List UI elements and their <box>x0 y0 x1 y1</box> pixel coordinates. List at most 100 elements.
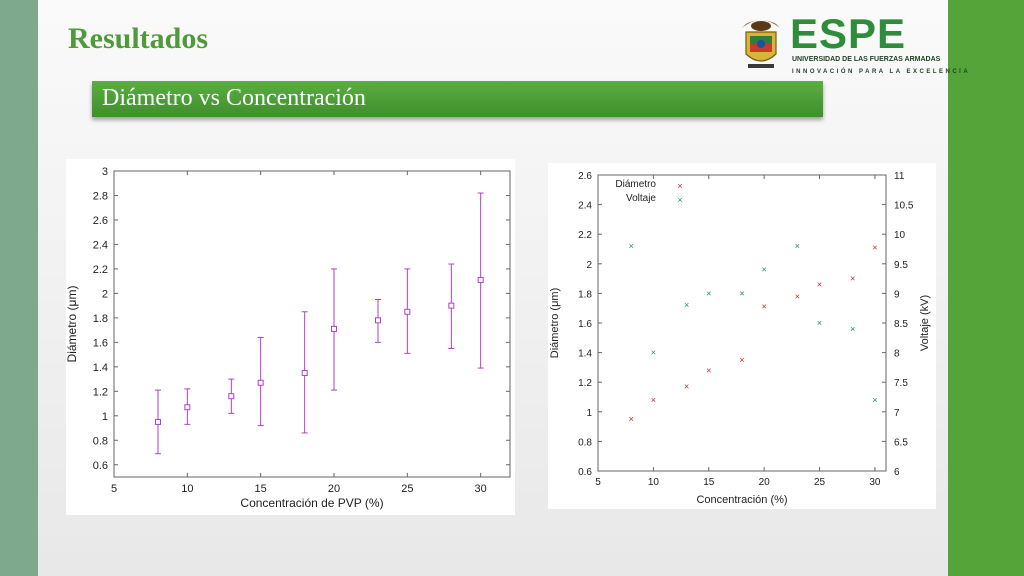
x-tick-label: 15 <box>703 477 715 488</box>
x-tick-label: 10 <box>181 483 193 495</box>
data-point <box>301 369 308 376</box>
logo-wordmark: ESPE <box>790 10 907 57</box>
slide-title: Resultados <box>68 22 209 55</box>
y-tick-label: 2 <box>102 288 108 300</box>
section-banner: Diámetro vs Concentración <box>92 81 823 117</box>
data-point-voltaje: × <box>762 265 767 275</box>
banner-title: Diámetro vs Concentración <box>102 85 366 111</box>
x-tick-label: 20 <box>759 477 771 488</box>
y2-tick-label: 8.5 <box>894 319 908 330</box>
y2-tick-label: 9.5 <box>894 260 908 271</box>
legend-marker: × <box>677 181 682 191</box>
y-tick-label: 2.2 <box>578 230 592 241</box>
y2-tick-label: 9 <box>894 289 900 300</box>
legend-label: Diámetro <box>615 179 656 190</box>
y-axis-label: Diámetro (μm) <box>549 288 561 359</box>
data-point <box>375 317 381 324</box>
data-point <box>404 308 411 315</box>
x-axis-label: Concentración (%) <box>696 494 787 506</box>
data-point <box>184 404 191 411</box>
data-point-voltaje: × <box>684 300 689 310</box>
y-tick-label: 2 <box>586 260 592 271</box>
right-accent-bar <box>948 0 1024 576</box>
data-point-diametro: × <box>817 280 822 290</box>
y2-tick-label: 8 <box>894 349 900 360</box>
data-point <box>155 418 161 425</box>
y-tick-label: 2.6 <box>93 215 108 227</box>
data-point-voltaje: × <box>850 324 855 334</box>
logo-line-1: UNIVERSIDAD DE LAS FUERZAS ARMADAS <box>792 56 941 63</box>
data-point-voltaje: × <box>651 348 656 358</box>
chart-diameter-voltage: 5 10 15 20 25 30 0.6 0.8 1 1.2 1.4 1.6 1.8 2 2.2 2.4 2.6… <box>548 163 936 509</box>
university-seal-icon <box>742 20 780 68</box>
x-tick-label: 10 <box>648 477 660 488</box>
y-tick-label: 2.2 <box>93 264 108 276</box>
data-point <box>257 379 264 386</box>
y-tick-label: 0.8 <box>578 437 592 448</box>
data-point-voltaje: × <box>706 288 711 298</box>
y-tick-label: 1.6 <box>578 319 592 330</box>
y-tick-label: 1.4 <box>578 349 592 360</box>
y-tick-label: 3 <box>102 166 108 178</box>
y2-tick-label: 10.5 <box>894 201 914 212</box>
data-point-diametro: × <box>795 291 800 301</box>
espe-logo: ESPE UNIVERSIDAD DE LAS FUERZAS ARMADAS … <box>736 10 968 78</box>
data-point-voltaje: × <box>739 288 744 298</box>
y2-tick-label: 11 <box>894 171 905 182</box>
data-point-diametro: × <box>762 302 767 312</box>
y-axis-label: Diámetro (μm) <box>66 286 79 363</box>
data-point <box>331 325 337 332</box>
legend-marker: × <box>677 195 682 205</box>
data-point-voltaje: × <box>817 318 822 328</box>
y-tick-label: 1.4 <box>93 362 108 374</box>
data-point <box>228 393 235 400</box>
y-tick-label: 1.2 <box>578 378 592 389</box>
y2-tick-label: 7.5 <box>894 378 908 389</box>
data-point <box>477 276 484 283</box>
data-point-voltaje: × <box>629 241 634 251</box>
chart2-svg: 5 10 15 20 25 30 0.6 0.8 1 1.2 1.4 1.6 1.8 2 2.2 2.4 2.6… <box>549 171 931 506</box>
x-tick-label: 15 <box>255 483 267 495</box>
data-point-diametro: × <box>651 395 656 405</box>
data-point-diametro: × <box>706 365 711 375</box>
data-point <box>448 302 455 309</box>
y-tick-label: 2.4 <box>93 239 108 251</box>
y-tick-label: 1.8 <box>578 289 592 300</box>
y2-tick-label: 10 <box>894 230 906 241</box>
data-point-diametro: × <box>629 414 634 424</box>
x-tick-label: 20 <box>328 483 340 495</box>
data-point-diametro: × <box>684 382 689 392</box>
chart-diameter-errorbars: 5 10 15 20 25 30 0.6 0.8 1 1.2 1.4 1.6 1.8 2 2.2 2.4 2.6… <box>65 159 515 515</box>
y2-tick-label: 6 <box>894 467 900 478</box>
y2-tick-label: 6.5 <box>894 437 908 448</box>
y-tick-label: 1 <box>102 411 108 423</box>
x-tick-label: 5 <box>111 483 117 495</box>
plot-frame <box>113 170 511 478</box>
y-tick-label: 1.8 <box>93 313 108 325</box>
data-point-voltaje: × <box>872 395 877 405</box>
x-tick-label: 25 <box>401 483 413 495</box>
y-tick-label: 2.8 <box>93 190 108 202</box>
y2-axis-label: Voltaje (kV) <box>919 295 931 351</box>
plot-frame <box>597 174 887 472</box>
y-tick-label: 1.2 <box>93 386 108 398</box>
y2-tick-label: 7 <box>894 408 900 419</box>
y-tick-label: 2.6 <box>578 171 592 182</box>
x-tick-label: 25 <box>814 477 826 488</box>
data-point-voltaje: × <box>795 241 800 251</box>
logo-line-2: INNOVACIÓN PARA LA EXCELENCIA <box>792 69 971 75</box>
y-tick-label: 2.4 <box>578 201 592 212</box>
data-point-diametro: × <box>739 355 744 365</box>
legend-label: Voltaje <box>626 193 656 204</box>
y-tick-label: 1.6 <box>93 337 108 349</box>
x-tick-label: 5 <box>595 477 601 488</box>
left-accent-bar <box>0 0 38 576</box>
y-tick-label: 0.6 <box>93 460 108 472</box>
data-point-diametro: × <box>850 274 855 284</box>
y-tick-label: 0.8 <box>93 435 108 447</box>
x-axis-label: Concentración de PVP (%) <box>240 496 383 510</box>
data-point-diametro: × <box>872 243 877 253</box>
x-tick-label: 30 <box>869 477 881 488</box>
y-tick-label: 1 <box>586 408 592 419</box>
x-tick-label: 30 <box>475 483 487 495</box>
